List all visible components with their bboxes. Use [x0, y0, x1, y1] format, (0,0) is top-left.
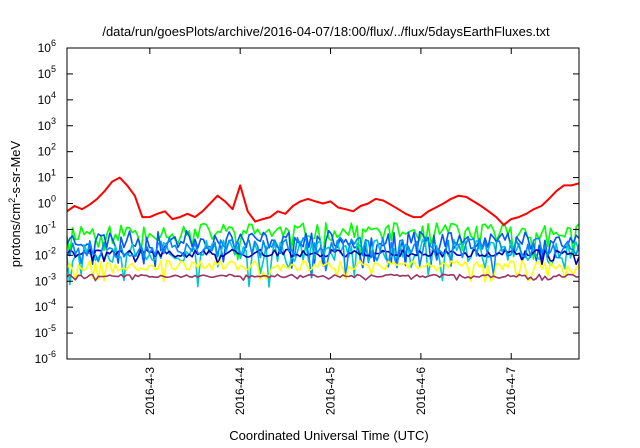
y-tick-label: 100 [38, 194, 56, 211]
x-tick-label: 2016-4-5 [324, 367, 338, 415]
y-tick-label: 10-6 [35, 349, 56, 366]
y-tick-label: 102 [38, 142, 56, 159]
svg-text:protons/cm2-s-sr-MeV: protons/cm2-s-sr-MeV [7, 140, 23, 267]
y-tick-label: 10-4 [35, 297, 56, 314]
y-tick-label: 103 [38, 116, 56, 133]
x-tick-label: 2016-4-7 [504, 367, 518, 415]
y-tick-label: 101 [38, 168, 56, 185]
chart-title: /data/run/goesPlots/archive/2016-04-07/1… [102, 24, 550, 39]
y-tick-label: 10-2 [35, 245, 56, 262]
y-label-suffix: -s-sr-MeV [8, 140, 23, 197]
series-line [66, 259, 580, 283]
y-tick-label: 105 [38, 64, 56, 81]
series-line [66, 238, 580, 288]
y-tick-label: 10-5 [35, 323, 56, 340]
series-line [66, 176, 580, 226]
y-tick-label: 106 [38, 38, 56, 55]
y-axis-label: protons/cm2-s-sr-MeV [7, 140, 23, 267]
y-tick-label: 10-1 [35, 219, 56, 236]
series-line [66, 273, 579, 282]
y-tick-label: 104 [38, 90, 56, 107]
x-tick-label: 2016-4-4 [233, 367, 247, 415]
y-tick-label: 10-3 [35, 271, 56, 288]
x-tick-label: 2016-4-3 [143, 367, 157, 415]
y-label-sup: 2 [7, 198, 17, 203]
plot-area [66, 176, 580, 288]
y-label-prefix: protons/cm [8, 203, 23, 267]
x-tick-label: 2016-4-6 [414, 367, 428, 415]
x-axis-label: Coordinated Universal Time (UTC) [229, 428, 428, 443]
